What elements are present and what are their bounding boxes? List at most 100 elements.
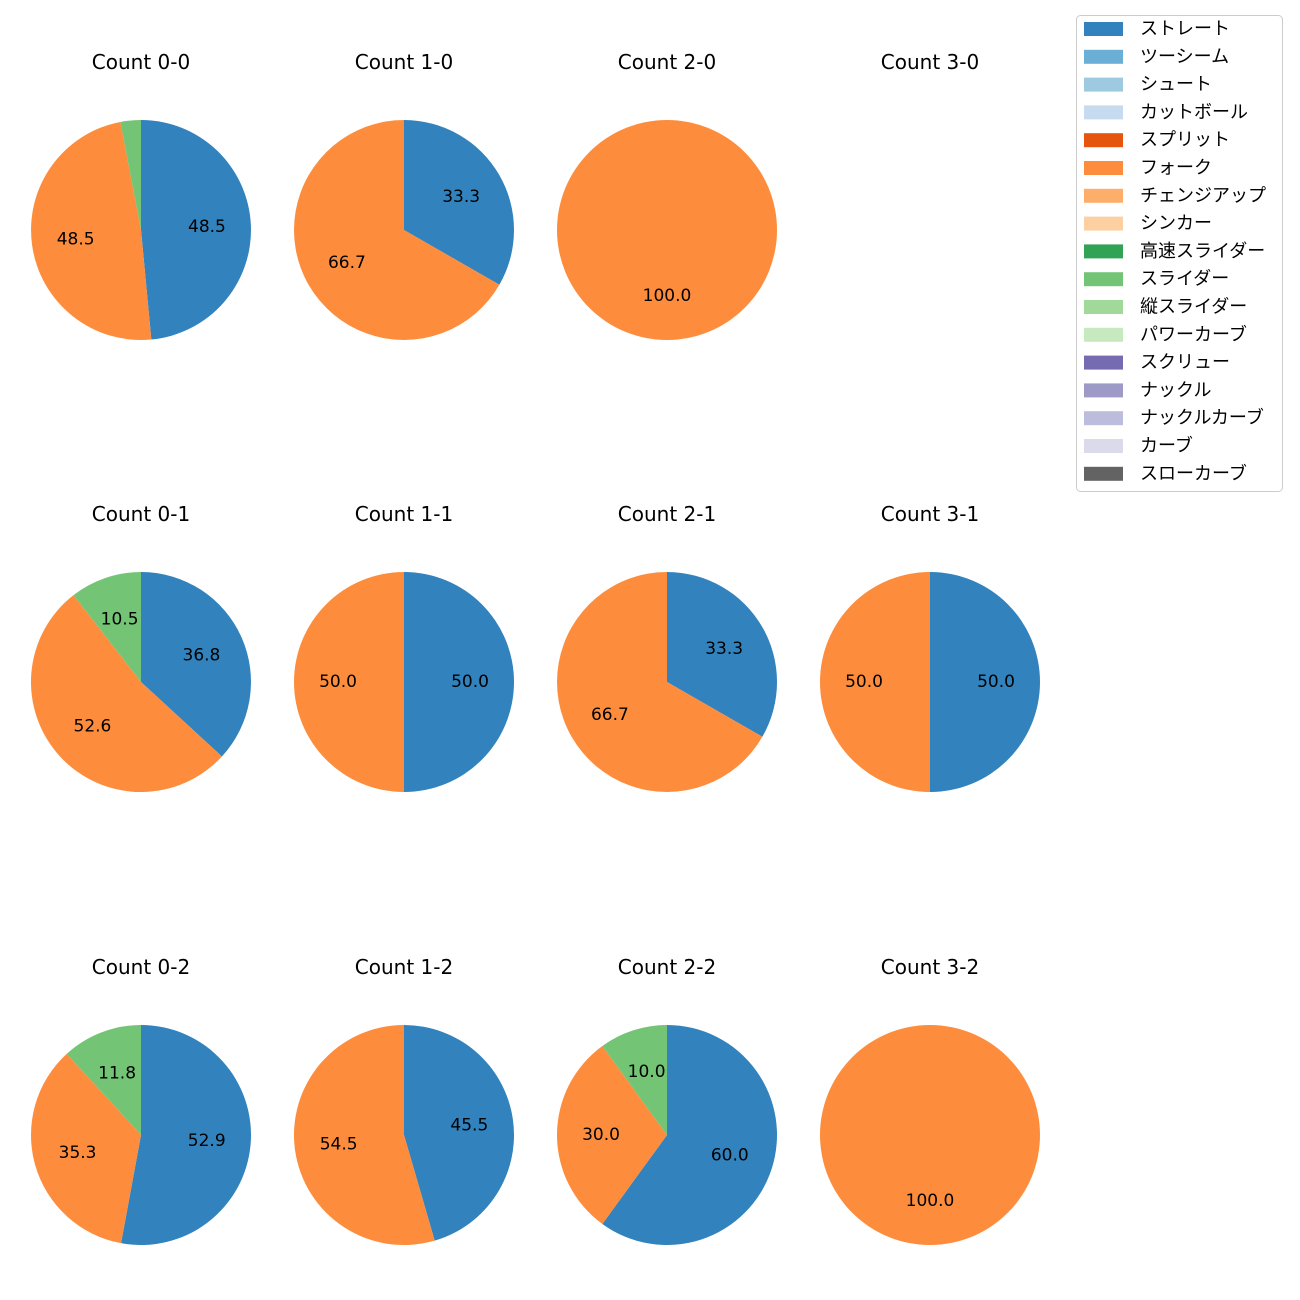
pie-slice bbox=[73, 572, 141, 682]
pie-slice-label: 50.0 bbox=[451, 672, 489, 692]
pie-slice bbox=[141, 572, 251, 757]
pie-title: Count 1-0 bbox=[355, 50, 453, 74]
pie-slice bbox=[557, 572, 763, 792]
pie-title: Count 0-0 bbox=[92, 50, 190, 74]
legend-swatch bbox=[1084, 411, 1123, 426]
legend-entry: スライダー bbox=[1140, 269, 1229, 290]
legend-entry: 縦スライダー bbox=[1140, 297, 1247, 318]
pie-slice-label: 50.0 bbox=[319, 672, 357, 692]
legend-swatch bbox=[1084, 77, 1123, 92]
legend-swatch bbox=[1084, 161, 1123, 175]
pie-slice-label: 50.0 bbox=[977, 672, 1015, 692]
pie-slice-label: 100.0 bbox=[906, 1191, 955, 1211]
legend-swatch bbox=[1084, 466, 1123, 481]
legend: ストレートツーシームシュートカットボールスプリットフォークチェンジアップシンカー… bbox=[1076, 15, 1283, 492]
pie-slice-label: 100.0 bbox=[643, 286, 692, 306]
pie-slice bbox=[820, 572, 930, 792]
pie-7: Count 2-1 33.3 66.7 bbox=[557, 502, 778, 792]
pie-slice bbox=[121, 1025, 251, 1246]
pie-slice bbox=[120, 120, 141, 230]
pie-slice-label: 10.5 bbox=[101, 610, 139, 630]
pie-slice-label: 66.7 bbox=[591, 705, 629, 725]
pie-slice bbox=[294, 572, 404, 792]
legend-frame bbox=[1076, 15, 1283, 492]
legend-swatch bbox=[1084, 133, 1123, 148]
legend-entry: スローカーブ bbox=[1140, 462, 1247, 484]
legend-swatch bbox=[1084, 327, 1123, 342]
pie-slice bbox=[30, 595, 222, 793]
pie-slice-label: 48.5 bbox=[57, 229, 95, 249]
pie-slice-label: 30.0 bbox=[582, 1125, 620, 1145]
pie-slice-label: 33.3 bbox=[442, 187, 480, 207]
pie-title: Count 3-0 bbox=[881, 50, 979, 74]
pie-title: Count 1-1 bbox=[355, 502, 453, 526]
pie-slice-label: 52.6 bbox=[74, 717, 112, 737]
legend-entry: カットボール bbox=[1140, 102, 1248, 123]
legend-entry: シンカー bbox=[1140, 213, 1212, 234]
pie-slice bbox=[141, 120, 251, 340]
pie-title: Count 3-1 bbox=[881, 502, 979, 526]
legend-entry: チェンジアップ bbox=[1140, 185, 1266, 206]
legend-entry: パワーカーブ bbox=[1140, 323, 1247, 345]
legend-entry: シュート bbox=[1140, 74, 1212, 95]
pie-slice bbox=[820, 1025, 1040, 1245]
pie-5: Count 0-1 36.8 52.6 10.5 bbox=[30, 502, 251, 793]
pie-slice bbox=[30, 1053, 141, 1244]
legend-entry: ストレート bbox=[1140, 19, 1230, 40]
pie-slice-label: 54.5 bbox=[320, 1134, 358, 1154]
legend-swatch bbox=[1084, 105, 1123, 120]
legend-swatch bbox=[1084, 22, 1123, 36]
legend-swatch bbox=[1084, 188, 1123, 203]
pie-slice bbox=[557, 120, 777, 340]
pie-slice-label: 52.9 bbox=[188, 1131, 226, 1151]
pie-slice bbox=[404, 120, 515, 285]
pie-slice bbox=[602, 1025, 777, 1245]
legend-swatch bbox=[1084, 383, 1123, 398]
pie-slice bbox=[404, 572, 514, 792]
legend-entry: スプリット bbox=[1140, 130, 1230, 151]
pie-slice bbox=[293, 1025, 435, 1245]
legend-swatch bbox=[1084, 300, 1123, 314]
pie-slice bbox=[31, 121, 152, 340]
pie-title: Count 2-2 bbox=[618, 955, 716, 979]
pie-slice-label: 36.8 bbox=[183, 645, 221, 665]
pie-8: Count 3-1 50.0 50.0 bbox=[820, 502, 1040, 792]
legend-swatch bbox=[1084, 244, 1123, 259]
pie-9: Count 0-2 52.9 35.3 11.8 bbox=[30, 955, 251, 1246]
legend-swatch bbox=[1084, 355, 1123, 370]
pie-title: Count 0-2 bbox=[92, 955, 190, 979]
pie-slice bbox=[294, 120, 500, 340]
pie-4: Count 3-0 bbox=[881, 50, 979, 74]
legend-entry: フォーク bbox=[1140, 158, 1212, 179]
legend-entry: ナックル bbox=[1140, 380, 1211, 401]
pie-slice bbox=[667, 572, 778, 737]
pie-2: Count 1-0 33.3 66.7 bbox=[294, 50, 515, 340]
legend-entry: ナックルカーブ bbox=[1140, 407, 1264, 429]
pie-slice-label: 60.0 bbox=[711, 1145, 749, 1165]
pie-slice-label: 66.7 bbox=[328, 253, 366, 273]
pie-slice bbox=[602, 1025, 667, 1135]
pie-11: Count 2-2 60.0 30.0 10.0 bbox=[556, 955, 777, 1245]
legend-swatch bbox=[1084, 439, 1123, 453]
pie-slice-label: 33.3 bbox=[705, 639, 743, 659]
pie-slice-label: 45.5 bbox=[450, 1116, 488, 1136]
pie-slice-label: 10.0 bbox=[628, 1062, 666, 1082]
pie-title: Count 2-0 bbox=[618, 50, 716, 74]
pie-title: Count 3-2 bbox=[881, 955, 979, 979]
legend-swatch bbox=[1084, 49, 1123, 64]
legend-entry: カーブ bbox=[1140, 435, 1193, 457]
pie-title: Count 2-1 bbox=[618, 502, 716, 526]
legend-entry: ツーシーム bbox=[1140, 46, 1229, 67]
pie-1: Count 0-0 48.5 48.5 bbox=[31, 50, 251, 340]
pie-6: Count 1-1 50.0 50.0 bbox=[294, 502, 514, 792]
pie-3: Count 2-0 100.0 bbox=[557, 50, 777, 340]
pie-slice-label: 35.3 bbox=[59, 1143, 97, 1163]
pie-slice-label: 50.0 bbox=[845, 672, 883, 692]
pie-slice bbox=[404, 1025, 514, 1241]
pie-slice bbox=[930, 572, 1040, 792]
pie-10: Count 1-2 45.5 54.5 bbox=[293, 955, 514, 1245]
legend-entry: 高速スライダー bbox=[1140, 241, 1265, 262]
legend-swatch bbox=[1084, 272, 1123, 287]
pie-title: Count 1-2 bbox=[355, 955, 453, 979]
